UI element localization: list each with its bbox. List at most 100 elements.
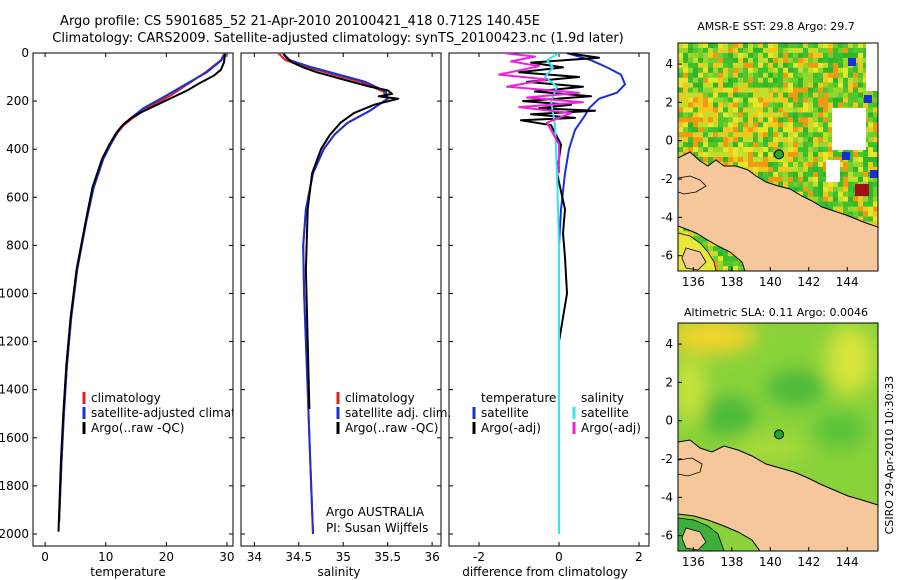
sst-cell [818,67,824,74]
sst-cell [788,176,794,183]
sst-cell [818,43,824,49]
y-tick-label: 600 [6,190,29,204]
sst-cell [748,166,754,173]
sst-cell [868,191,874,197]
sst-cell [788,87,794,93]
sst-cell [838,176,844,183]
x-tick-label: 0 [555,550,563,564]
sst-cell [838,67,844,74]
sst-cell [838,152,844,158]
sst-cell [863,171,869,178]
sst-cell [678,127,684,133]
sst-cell [853,166,859,173]
legend-label-satellite: satellite adj. clim. [345,406,451,420]
sst-cell [723,57,729,64]
sst-cell [823,147,829,153]
sst-cell [798,157,804,163]
sst-cell [778,171,784,178]
sst-cell [818,52,824,59]
legend-label-satellite: satellite [481,406,529,420]
sst-cell [788,132,794,138]
sst-cell [823,171,829,178]
sst-cell [778,166,784,173]
sst-cell [813,67,819,74]
y-tick-label: 4 [665,57,673,71]
sst-cell [833,201,839,207]
sst-cell [863,201,869,207]
difference-legend-salinity: salinity satellite Argo(-adj) [572,391,641,435]
sst-cell [763,176,769,183]
sst-cell [843,43,849,49]
sst-cell [798,102,804,108]
salinity-panel-frame [240,52,442,547]
sst-cell [838,102,844,108]
sst-cell [708,72,714,78]
sst-cell [683,107,689,113]
sst-cell [728,142,734,148]
series-line-temperature-satellite [558,53,626,246]
sst-cell [773,157,779,163]
sst-cell [773,92,779,98]
sst-cell [858,77,864,83]
sst-cell [868,157,874,163]
sst-cell [798,107,804,113]
temperature-legend: climatology satellite-adjusted climatolo… [82,391,233,435]
sst-cell [793,147,799,153]
x-tick-label: 35 [336,550,351,564]
sst-cell [778,117,784,123]
sst-cell [733,161,739,168]
sla-map [678,323,878,551]
series-line-argo-raw-qc [57,54,227,532]
sst-cell [843,72,849,78]
sst-cell [853,52,859,59]
sst-cell [793,47,799,54]
sst-cell [733,102,739,108]
sst-cell [868,122,874,128]
island-land [678,175,707,195]
sst-cell [808,43,814,49]
sst-cell [718,122,724,128]
sst-cell [733,147,739,153]
sst-cell [788,107,794,113]
sst-cell [748,72,754,78]
sst-cell [738,82,744,88]
sst-cell [678,226,684,232]
sst-cell [803,171,809,178]
sst-cell [808,112,814,118]
sst-cell [703,157,709,163]
sst-cell [793,166,799,173]
sst-cell [843,161,849,168]
sst-cell [778,52,784,59]
sst-cell [788,112,794,118]
sst-cell [828,201,834,207]
sst-cell [753,142,759,148]
sst-cell [803,102,809,108]
sst-cell [678,72,684,78]
sst-cell [873,216,878,222]
sst-cell [838,72,844,78]
sst-cell [678,43,684,49]
sst-cell [688,117,694,123]
sst-cell [833,97,839,103]
sst-cell [853,82,859,88]
sst-cell [718,87,724,93]
sst-cell [773,171,779,178]
sst-cell [778,57,784,64]
difference-legend-temperature: temperature satellite Argo(-adj) [472,391,556,435]
sst-cell [738,67,744,74]
new-guinea-land [678,439,878,551]
sst-cell [693,236,699,242]
sst-cell [858,216,864,222]
sst-cell [728,97,734,103]
sst-cell [858,206,864,212]
sst-cell [853,72,859,78]
sst-cell [818,191,824,197]
sst-cell [723,266,729,271]
sst-cell [833,152,839,158]
sst-cell [843,211,849,217]
sst-cell [743,57,749,64]
sst-cell [713,112,719,118]
sst-cell [813,186,819,192]
sst-cell [828,117,834,123]
sst-cell [693,137,699,143]
